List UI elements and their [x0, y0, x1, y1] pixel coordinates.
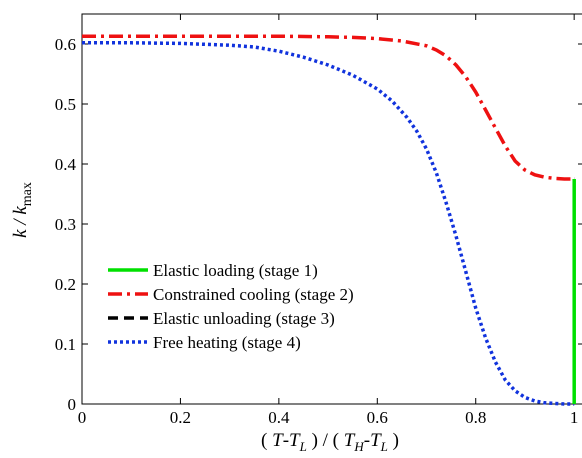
y-tick-label: 0.1	[55, 335, 76, 354]
x-tick-label: 0.4	[268, 408, 290, 427]
series-line-3	[82, 41, 575, 406]
y-axis-label: k / kmax	[10, 182, 35, 238]
axis-ticks: 0 0.2 0.4 0.6 0.8 1 0 0.1 0.2 0.3 0.4 0.5 0.6	[55, 14, 582, 427]
x-tick-label: 1	[570, 408, 579, 427]
x-tick-label: 0	[78, 408, 87, 427]
y-tick-label: 0.3	[55, 215, 76, 234]
series-line-1	[82, 34, 575, 181]
x-axis-label: ( T-TL ) / ( TH-TL )	[261, 430, 399, 454]
plot-frame	[81, 13, 582, 405]
legend-label: Elastic unloading (stage 3)	[153, 309, 335, 328]
y-tick-label: 0.4	[55, 155, 77, 174]
series-lines	[82, 34, 576, 406]
legend: Elastic loading (stage 1) Constrained coo…	[108, 261, 354, 352]
legend-label: Constrained cooling (stage 2)	[153, 285, 354, 304]
y-tick-label: 0	[68, 395, 77, 414]
y-tick-label: 0.6	[55, 35, 76, 54]
x-tick-label: 0.6	[367, 408, 388, 427]
y-tick-label: 0.5	[55, 95, 76, 114]
legend-label: Free heating (stage 4)	[153, 333, 301, 352]
x-tick-label: 0.2	[170, 408, 191, 427]
x-tick-label: 0.8	[465, 408, 486, 427]
y-tick-label: 0.2	[55, 275, 76, 294]
legend-label: Elastic loading (stage 1)	[153, 261, 318, 280]
